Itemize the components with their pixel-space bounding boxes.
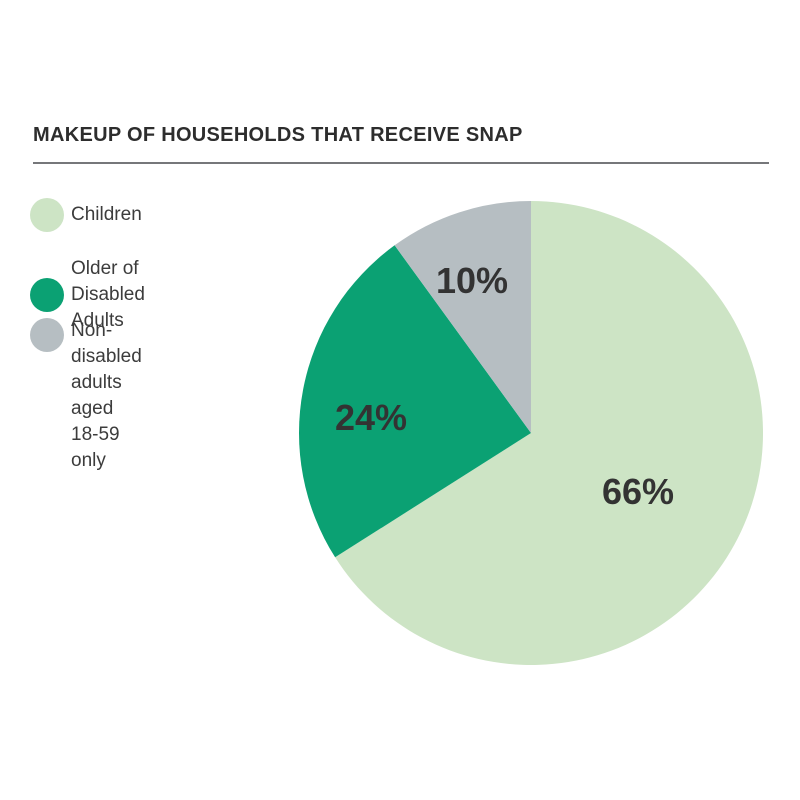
pie-slice-children <box>335 201 763 665</box>
legend-item-non-disabled-adults: Non-disabled adults aged 18-59 only <box>30 318 142 474</box>
title-divider <box>33 162 769 164</box>
pie-slice-label-non-disabled-adults: 10% <box>436 260 508 301</box>
legend-label-children: Children <box>71 204 142 225</box>
legend-item-children: Children <box>30 198 142 232</box>
legend-swatch-non-disabled-adults-icon <box>30 318 64 352</box>
chart-title: MAKEUP OF HOUSEHOLDS THAT RECEIVE SNAP <box>33 124 523 146</box>
pie-slice-non-disabled-adults <box>394 201 531 433</box>
pie-chart: 66% 24% 10% <box>299 201 763 665</box>
legend-swatch-children-icon <box>30 198 64 232</box>
legend-label-older-disabled-adults: Older of Disabled Adults <box>71 258 145 331</box>
legend-swatch-older-disabled-adults-icon <box>30 278 64 312</box>
legend-item-older-disabled-adults: Older of Disabled Adults <box>30 256 145 334</box>
pie-slice-older-disabled-adults <box>299 245 531 558</box>
pie-slice-label-older-disabled-adults: 24% <box>335 397 407 438</box>
pie-slice-label-children: 66% <box>602 471 674 512</box>
legend-label-non-disabled-adults: Non-disabled adults aged 18-59 only <box>71 320 142 471</box>
